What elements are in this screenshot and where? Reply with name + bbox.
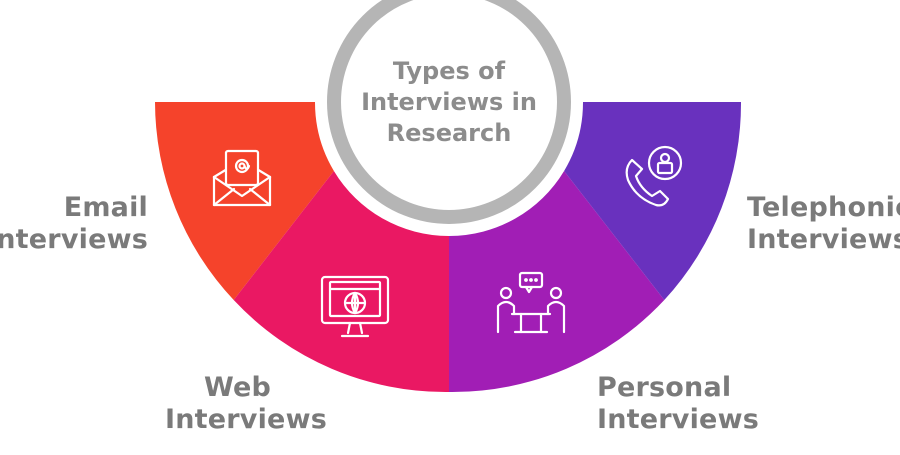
label-personal-line-2: Interviews <box>597 404 759 435</box>
center-ring <box>327 0 571 224</box>
center-title: Types of Interviews in Research <box>357 56 541 149</box>
phone-contact-icon <box>625 145 683 207</box>
center-title-line-1: Types of <box>392 57 506 85</box>
label-email-line-1: Email <box>63 192 148 223</box>
segment-email <box>155 102 334 300</box>
segment-telephonic <box>564 102 742 300</box>
center-title-line-3: Research <box>386 119 512 147</box>
label-personal-interviews: Personal Interviews <box>597 372 759 436</box>
segment-personal <box>449 171 665 393</box>
web-monitor-globe-icon <box>320 275 390 338</box>
center-title-line-2: Interviews in <box>361 88 537 116</box>
label-telephonic-line-2: Interviews <box>747 224 900 255</box>
label-email-interviews: Email Interviews <box>0 192 148 256</box>
label-email-line-2: Interviews <box>0 224 148 255</box>
label-telephonic-interviews: Telephonic Interviews <box>747 192 900 256</box>
label-personal-line-1: Personal <box>597 372 732 403</box>
face-to-face-meeting-icon <box>496 271 566 334</box>
label-web-line-2: Interviews <box>165 404 327 435</box>
label-web-line-1: Web <box>203 372 272 403</box>
label-web-interviews: Web Interviews <box>165 372 327 436</box>
label-telephonic-line-1: Telephonic <box>747 192 900 223</box>
email-envelope-icon <box>212 149 272 207</box>
